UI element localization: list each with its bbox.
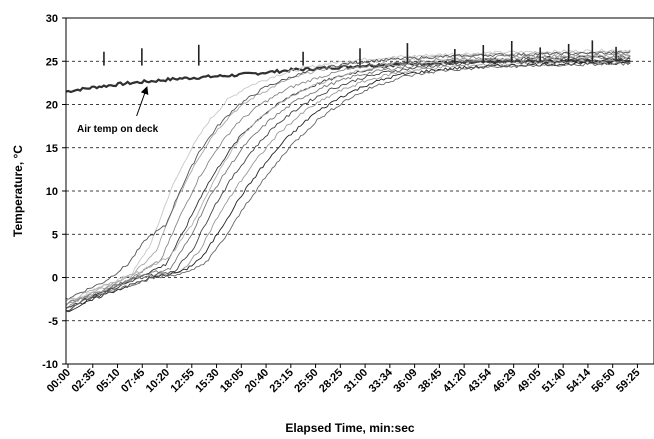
- y-tick-label: 10: [46, 186, 58, 198]
- x-tick-label: 23:15: [268, 367, 296, 395]
- x-tick-label: 46:29: [490, 367, 518, 395]
- x-axis-title: Elapsed Time, min:sec: [285, 421, 414, 435]
- gridlines: [66, 60, 654, 322]
- x-tick-label: 12:55: [169, 367, 197, 395]
- series-line-s11: [65, 54, 631, 302]
- y-tick-label: 15: [46, 143, 58, 155]
- series-line-air-temp: [65, 58, 631, 94]
- x-tick-label: 36:09: [391, 367, 419, 395]
- x-tick-label: 38:45: [416, 367, 444, 395]
- series-line-s9: [65, 61, 631, 313]
- annotation-label: Air temp on deck: [77, 124, 159, 135]
- x-tick-label: 28:25: [317, 367, 345, 395]
- x-tick-label: 15:30: [193, 367, 221, 395]
- series-line-s1: [65, 48, 631, 306]
- y-tick-label: 25: [46, 56, 58, 68]
- x-tick-label: 25:50: [292, 367, 320, 395]
- x-tick-label: 05:10: [94, 367, 122, 395]
- y-tick-label: 0: [52, 273, 58, 285]
- x-tick-label: 49:05: [515, 367, 543, 395]
- y-axis-ticks: -10 -5 0 5 10 15 20 25 30: [42, 13, 66, 371]
- x-tick-label: 43:54: [466, 366, 495, 395]
- x-tick-label: 31:00: [342, 367, 370, 395]
- x-tick-label: 18:05: [218, 367, 246, 395]
- series-line-s8: [65, 59, 631, 307]
- series-lines: [65, 48, 631, 313]
- y-tick-label: 20: [46, 100, 58, 112]
- x-tick-label: 10:20: [144, 367, 172, 395]
- spikes: [103, 40, 617, 66]
- x-tick-label: 54:14: [565, 366, 594, 395]
- series-line-s3: [65, 51, 631, 300]
- x-axis-ticks: 00:0002:3505:1007:4510:2012:5515:3018:05…: [45, 364, 643, 395]
- y-tick-label: 30: [46, 13, 58, 25]
- annotation: Air temp on deck: [77, 86, 159, 135]
- series-line-s2: [65, 50, 631, 306]
- y-tick-label: -5: [48, 316, 58, 328]
- x-tick-label: 20:40: [243, 367, 271, 395]
- y-axis-title: Temperature, °C: [11, 145, 25, 237]
- y-tick-label: 5: [52, 229, 58, 241]
- series-line-s10: [65, 61, 631, 309]
- series-line-s7: [65, 57, 631, 310]
- x-tick-label: 33:34: [367, 366, 396, 395]
- x-tick-label: 02:35: [69, 367, 97, 395]
- series-line-s4: [66, 52, 631, 309]
- x-tick-label: 07:45: [119, 367, 147, 395]
- annotation-arrow: [136, 86, 149, 117]
- x-tick-label: 51:40: [540, 367, 568, 395]
- x-tick-label: 56:50: [589, 367, 617, 395]
- y-tick-label: -10: [42, 359, 58, 371]
- x-tick-label: 41:20: [441, 367, 469, 395]
- x-tick-label: 59:25: [614, 367, 642, 395]
- series-line-s6: [65, 56, 631, 306]
